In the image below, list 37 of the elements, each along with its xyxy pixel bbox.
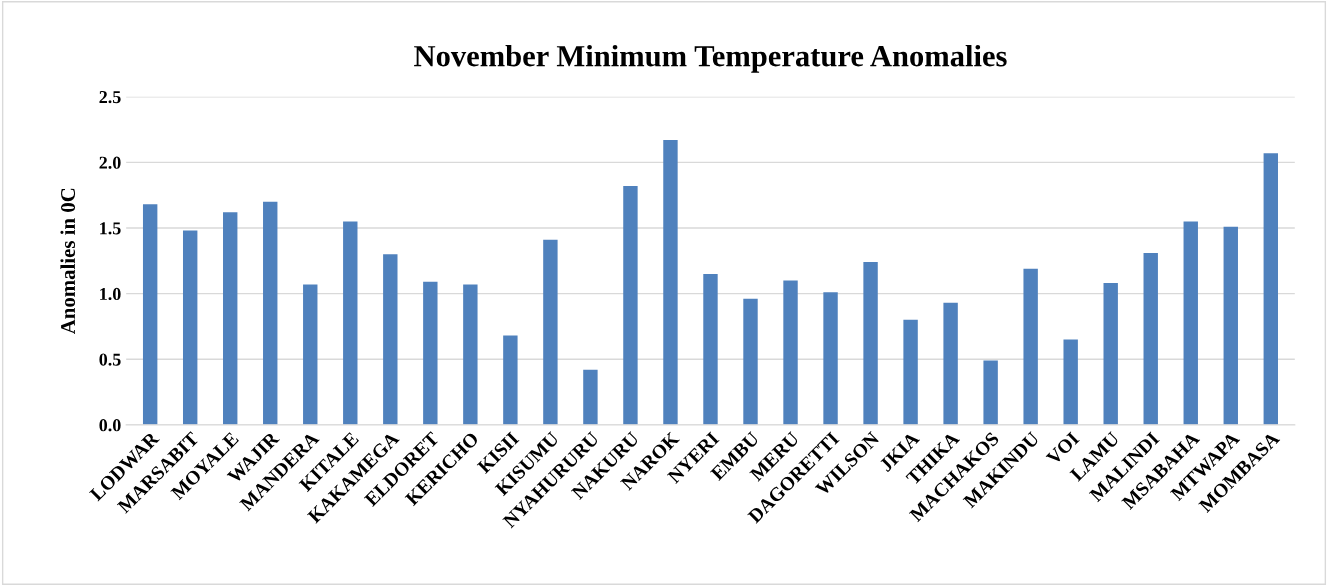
bar	[903, 319, 918, 425]
bar	[503, 335, 518, 425]
bar	[1103, 283, 1118, 425]
y-tick-label: 2.0	[99, 156, 121, 169]
bar	[383, 254, 398, 425]
bar	[783, 280, 798, 425]
y-tick-label: 0.5	[99, 353, 121, 366]
bar	[182, 230, 198, 425]
bar	[943, 302, 958, 425]
y-axis-title: Anomalies in 0C	[60, 188, 76, 335]
y-tick-label: 2.5	[99, 91, 121, 104]
bar	[423, 281, 438, 425]
bar	[303, 284, 318, 425]
bar	[543, 239, 558, 425]
bar	[823, 292, 838, 425]
bar	[863, 262, 878, 425]
bar	[1263, 153, 1278, 425]
bar	[1063, 339, 1078, 425]
bar	[983, 360, 998, 425]
bar	[583, 369, 598, 425]
y-tick-label: 1.0	[100, 287, 121, 301]
bar	[463, 284, 478, 425]
bar	[1023, 268, 1038, 425]
chart-title: November Minimum Temperature Anomalies	[414, 44, 1007, 73]
bar	[1143, 252, 1158, 425]
bar	[623, 185, 638, 425]
bar	[703, 273, 718, 425]
bar	[263, 201, 278, 425]
bar	[142, 204, 158, 425]
bar	[1223, 226, 1238, 425]
y-tick-label: 1.5	[100, 222, 121, 235]
bar	[663, 140, 678, 425]
bar	[343, 221, 358, 425]
bar	[743, 298, 758, 425]
bar	[1183, 221, 1198, 425]
y-tick-label: 0.0	[99, 419, 121, 432]
bar	[223, 212, 238, 425]
